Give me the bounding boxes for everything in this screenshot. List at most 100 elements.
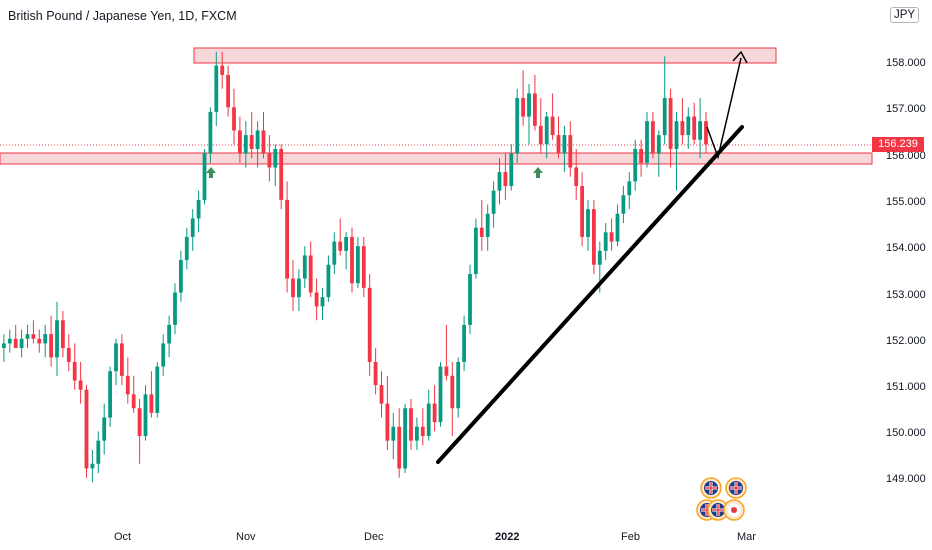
candle-up[interactable] bbox=[426, 403, 431, 437]
ascending-trendline[interactable] bbox=[436, 125, 744, 464]
japan-flag-icon[interactable] bbox=[723, 499, 745, 521]
candle-up[interactable] bbox=[356, 246, 360, 284]
candle-up[interactable] bbox=[7, 338, 12, 344]
candle-up[interactable] bbox=[527, 93, 531, 117]
candle-up[interactable] bbox=[462, 324, 466, 362]
candle-down[interactable] bbox=[84, 389, 89, 469]
candle-down[interactable] bbox=[379, 385, 384, 404]
candle-down[interactable] bbox=[397, 426, 402, 469]
candle-down[interactable] bbox=[385, 403, 390, 441]
candle-down[interactable] bbox=[704, 121, 708, 145]
event-icons[interactable] bbox=[696, 477, 747, 521]
candle-down[interactable] bbox=[367, 287, 372, 362]
candle-down[interactable] bbox=[125, 375, 130, 395]
candle-up[interactable] bbox=[645, 121, 649, 163]
candle-down[interactable] bbox=[556, 135, 561, 154]
support-zone[interactable] bbox=[0, 152, 873, 165]
candle-down[interactable] bbox=[308, 255, 313, 293]
candle-up[interactable] bbox=[43, 334, 48, 344]
candle-down[interactable] bbox=[120, 343, 124, 376]
candle-up[interactable] bbox=[603, 232, 608, 251]
candle-down[interactable] bbox=[533, 93, 537, 126]
candle-up[interactable] bbox=[208, 111, 213, 154]
candle-down[interactable] bbox=[131, 394, 136, 409]
candle-down[interactable] bbox=[232, 107, 236, 131]
candle-down[interactable] bbox=[444, 366, 449, 376]
candle-up[interactable] bbox=[586, 209, 590, 237]
candle-down[interactable] bbox=[279, 148, 284, 200]
candle-up[interactable] bbox=[662, 98, 667, 136]
candle-down[interactable] bbox=[361, 246, 366, 288]
candle-down[interactable] bbox=[338, 241, 343, 251]
candle-up[interactable] bbox=[19, 338, 24, 349]
candle-up[interactable] bbox=[96, 440, 101, 464]
candle-down[interactable] bbox=[291, 278, 295, 298]
candle-down[interactable] bbox=[261, 130, 266, 154]
candle-up[interactable] bbox=[403, 408, 407, 469]
candle-up[interactable] bbox=[102, 417, 107, 441]
candle-down[interactable] bbox=[49, 334, 53, 358]
candle-up[interactable] bbox=[344, 236, 348, 251]
candle-up[interactable] bbox=[562, 135, 567, 154]
candle-down[interactable] bbox=[61, 320, 65, 349]
candle-down[interactable] bbox=[651, 121, 655, 154]
candle-up[interactable] bbox=[25, 334, 30, 339]
candle-up[interactable] bbox=[184, 236, 189, 261]
candle-down[interactable] bbox=[78, 380, 83, 390]
candle-down[interactable] bbox=[521, 98, 525, 117]
candle-down[interactable] bbox=[66, 348, 71, 362]
candle-up[interactable] bbox=[297, 278, 301, 298]
candle-up[interactable] bbox=[468, 273, 472, 325]
candle-down[interactable] bbox=[538, 125, 543, 145]
candle-up[interactable] bbox=[173, 292, 177, 325]
candle-down[interactable] bbox=[13, 338, 18, 349]
uk-flag-icon[interactable] bbox=[707, 499, 729, 521]
candle-up[interactable] bbox=[615, 213, 620, 242]
candle-up[interactable] bbox=[497, 172, 502, 191]
projection-arrow[interactable] bbox=[706, 57, 742, 160]
candle-down[interactable] bbox=[479, 227, 484, 237]
candle-down[interactable] bbox=[692, 116, 697, 140]
candle-up[interactable] bbox=[544, 116, 549, 145]
candle-up[interactable] bbox=[332, 241, 337, 265]
candle-up[interactable] bbox=[621, 195, 626, 214]
candle-up[interactable] bbox=[674, 121, 679, 149]
candle-down[interactable] bbox=[72, 361, 77, 381]
candle-down[interactable] bbox=[592, 209, 596, 265]
candle-up[interactable] bbox=[190, 218, 195, 237]
candle-down[interactable] bbox=[568, 135, 573, 168]
candle-down[interactable] bbox=[226, 74, 230, 108]
candle-up[interactable] bbox=[656, 135, 661, 154]
candle-down[interactable] bbox=[580, 186, 584, 237]
candle-down[interactable] bbox=[31, 334, 36, 339]
candle-down[interactable] bbox=[503, 172, 508, 187]
candle-down[interactable] bbox=[137, 408, 142, 437]
candle-up[interactable] bbox=[202, 153, 207, 200]
candle-down[interactable] bbox=[574, 167, 579, 187]
candle-up[interactable] bbox=[108, 371, 112, 418]
candle-down[interactable] bbox=[220, 65, 225, 75]
uk-flag-icon[interactable] bbox=[700, 477, 722, 499]
currency-button[interactable]: JPY bbox=[890, 7, 920, 23]
candle-up[interactable] bbox=[320, 297, 325, 307]
candle-up[interactable] bbox=[167, 324, 171, 344]
candle-up[interactable] bbox=[491, 190, 496, 214]
candle-down[interactable] bbox=[285, 199, 289, 279]
candle-down[interactable] bbox=[550, 116, 555, 136]
candle-down[interactable] bbox=[267, 153, 272, 168]
candle-up[interactable] bbox=[273, 148, 278, 168]
candle-down[interactable] bbox=[420, 426, 425, 437]
candle-up[interactable] bbox=[214, 65, 219, 112]
candle-down[interactable] bbox=[432, 403, 437, 423]
resistance-zone[interactable] bbox=[193, 47, 777, 64]
candle-down[interactable] bbox=[680, 121, 685, 136]
candle-up[interactable] bbox=[485, 213, 490, 237]
candle-up[interactable] bbox=[438, 366, 443, 423]
candle-up[interactable] bbox=[515, 98, 520, 154]
candle-down[interactable] bbox=[350, 236, 354, 284]
candle-up[interactable] bbox=[474, 227, 478, 274]
candle-up[interactable] bbox=[155, 366, 160, 413]
candle-down[interactable] bbox=[450, 375, 455, 409]
candle-up[interactable] bbox=[415, 426, 419, 441]
